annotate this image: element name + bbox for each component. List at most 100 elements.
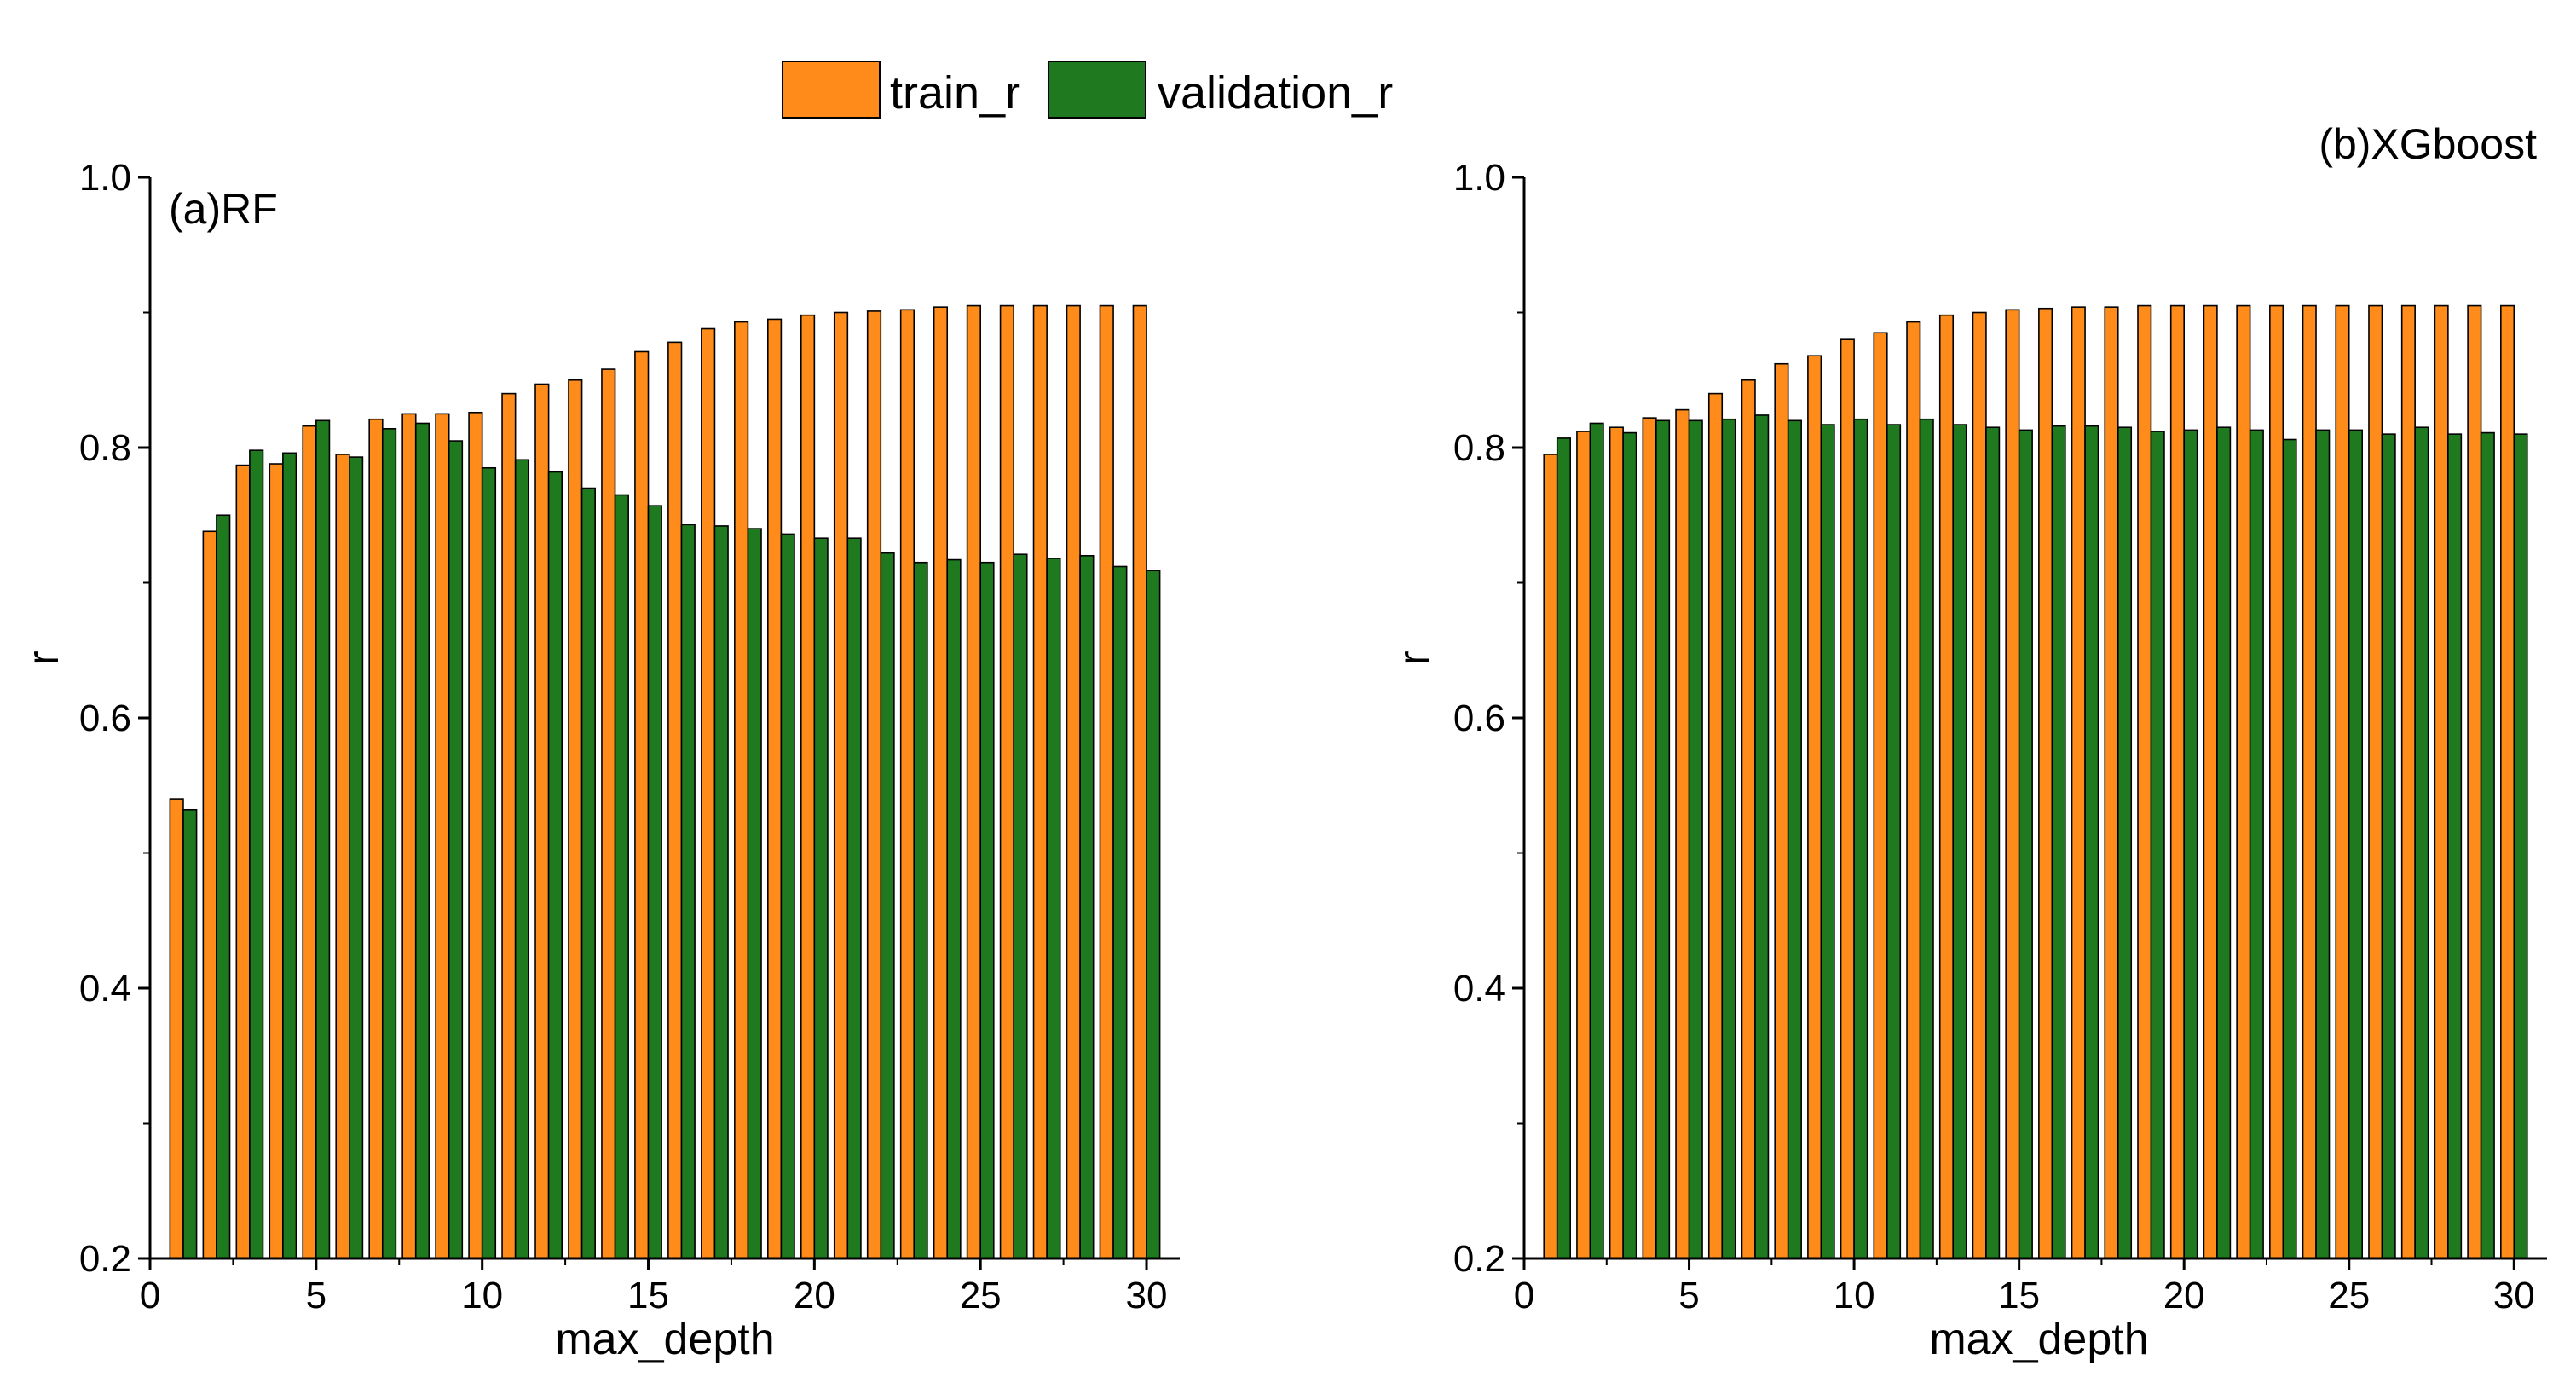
rf-bar-validation-r-27 [1046,558,1061,1259]
rf-bar-validation-r-18 [747,528,762,1259]
rf-bar-validation-r-16 [680,524,696,1259]
rf-bar-train-r-25 [966,304,981,1259]
rf-y-tick-label-3: 0.8 [79,427,131,469]
xgboost-y-tick-label-4: 1.0 [1453,157,1505,199]
xgboost-bar-validation-r-10 [1853,418,1868,1259]
panel-xgboost: 0.20.40.60.81.0 0 5 10 15 20 25 30 (b)XGboost … [1389,120,2547,1364]
rf-bar-train-r-17 [701,327,716,1259]
rf-bar-train-r-26 [999,304,1014,1259]
xgboost-bar-validation-r-24 [2315,429,2331,1259]
panel-rf: 0.2 0.4 0.6 0.8 1.0 0 5 10 15 20 25 30 (a)RF max_d… [19,157,1180,1364]
rf-bar-train-r-1 [169,798,184,1259]
rf-bar-validation-r-22 [880,552,895,1259]
xgboost-bar-train-r-5 [1675,408,1690,1259]
xgboost-bar-validation-r-22 [2249,429,2264,1259]
rf-bar-validation-r-8 [414,422,430,1259]
xgboost-y-tick-label-3: 0.8 [1453,427,1505,469]
xgboost-x-tick-label-3: 15 [1998,1275,2040,1316]
xgboost-bar-train-r-26 [2368,304,2383,1259]
xgboost-x-ticks: 0 5 10 15 20 25 30 [1514,1258,2535,1316]
xgboost-bar-validation-r-19 [2150,431,2165,1259]
xgboost-bar-train-r-1 [1543,454,1558,1259]
xgboost-bar-validation-r-20 [2183,429,2198,1259]
xgboost-bar-train-r-2 [1576,431,1591,1259]
rf-bar-validation-r-20 [813,537,829,1259]
rf-bars [169,304,1161,1259]
xgboost-bar-train-r-10 [1840,338,1855,1259]
rf-x-tick-label-1: 5 [306,1275,326,1316]
rf-bar-validation-r-26 [1013,553,1028,1259]
xgboost-bar-train-r-28 [2434,304,2449,1259]
rf-bar-train-r-4 [269,463,284,1259]
rf-panel-title: (a)RF [169,185,278,233]
xgboost-bar-validation-r-28 [2447,433,2463,1259]
xgboost-bar-train-r-13 [1938,314,1955,1259]
xgboost-bars [1543,304,2528,1259]
xgboost-bar-validation-r-30 [2513,433,2528,1259]
rf-x-tick-label-0: 0 [140,1275,160,1316]
xgboost-bar-validation-r-4 [1655,419,1671,1259]
rf-y-axis-title: r [19,651,68,665]
rf-bar-validation-r-6 [349,456,364,1259]
xgboost-bar-validation-r-15 [2018,429,2033,1259]
rf-bar-validation-r-11 [514,459,530,1259]
xgboost-bar-train-r-23 [2269,304,2284,1259]
rf-x-axis-title: max_depth [555,1315,774,1364]
rf-bar-validation-r-17 [713,525,729,1259]
legend: train_r validation_r [782,61,1393,119]
rf-bar-validation-r-15 [647,505,662,1259]
xgboost-bar-validation-r-1 [1556,437,1571,1259]
xgboost-bar-validation-r-23 [2282,438,2297,1259]
xgboost-x-axis-title: max_depth [1929,1315,2148,1364]
xgboost-bar-train-r-25 [2335,304,2350,1259]
xgboost-bar-validation-r-7 [1754,414,1770,1259]
rf-x-tick-label-3: 15 [627,1275,669,1316]
rf-bar-train-r-16 [667,341,683,1259]
xgboost-bar-train-r-7 [1741,379,1756,1259]
rf-bar-validation-r-4 [282,452,297,1259]
rf-y-ticks: 0.2 0.4 0.6 0.8 1.0 [79,157,150,1280]
rf-bar-train-r-6 [335,454,350,1259]
rf-bar-validation-r-2 [216,514,231,1259]
rf-bar-train-r-23 [899,309,915,1259]
rf-bar-validation-r-12 [547,471,563,1259]
rf-bar-train-r-9 [435,413,450,1259]
xgboost-bar-validation-r-27 [2414,426,2429,1259]
rf-bar-train-r-12 [534,383,550,1259]
rf-x-ticks: 0 5 10 15 20 25 30 [140,1258,1168,1316]
xgboost-y-tick-label-0: 0.2 [1453,1238,1505,1280]
rf-bar-validation-r-13 [580,487,596,1259]
xgboost-bar-train-r-6 [1707,392,1724,1259]
rf-bar-validation-r-1 [182,808,198,1259]
xgboost-bar-train-r-15 [2005,309,2020,1259]
xgboost-panel-title: (b)XGboost [2319,120,2537,168]
xgboost-bar-train-r-14 [1972,311,1987,1259]
rf-bar-train-r-28 [1066,304,1081,1259]
rf-bar-validation-r-14 [614,494,629,1259]
rf-y-tick-label-0: 0.2 [79,1238,131,1280]
xgboost-bar-train-r-29 [2467,304,2482,1259]
xgboost-bar-validation-r-5 [1688,419,1703,1259]
xgboost-x-tick-label-5: 25 [2328,1275,2370,1316]
rf-x-tick-label-2: 10 [461,1275,503,1316]
legend-swatch-train-r [782,61,881,119]
xgboost-y-tick-label-1: 0.4 [1453,968,1505,1010]
xgboost-x-tick-label-4: 20 [2163,1275,2205,1316]
rf-bar-train-r-22 [866,310,882,1259]
rf-bar-validation-r-3 [249,449,264,1259]
rf-bar-train-r-14 [601,368,616,1259]
rf-bar-train-r-27 [1032,304,1048,1259]
rf-bar-train-r-5 [302,425,317,1259]
xgboost-bar-train-r-18 [2104,306,2119,1259]
rf-bar-train-r-8 [401,413,417,1259]
xgboost-bar-train-r-4 [1642,417,1657,1259]
xgboost-bar-validation-r-26 [2381,433,2396,1259]
rf-bar-validation-r-10 [481,466,497,1259]
xgboost-bar-train-r-3 [1609,426,1624,1259]
rf-bar-train-r-15 [634,350,650,1259]
xgboost-bar-train-r-20 [2169,304,2185,1259]
rf-bar-train-r-18 [734,321,749,1259]
xgboost-bar-train-r-30 [2500,304,2515,1259]
xgboost-bar-validation-r-13 [1952,424,1967,1259]
